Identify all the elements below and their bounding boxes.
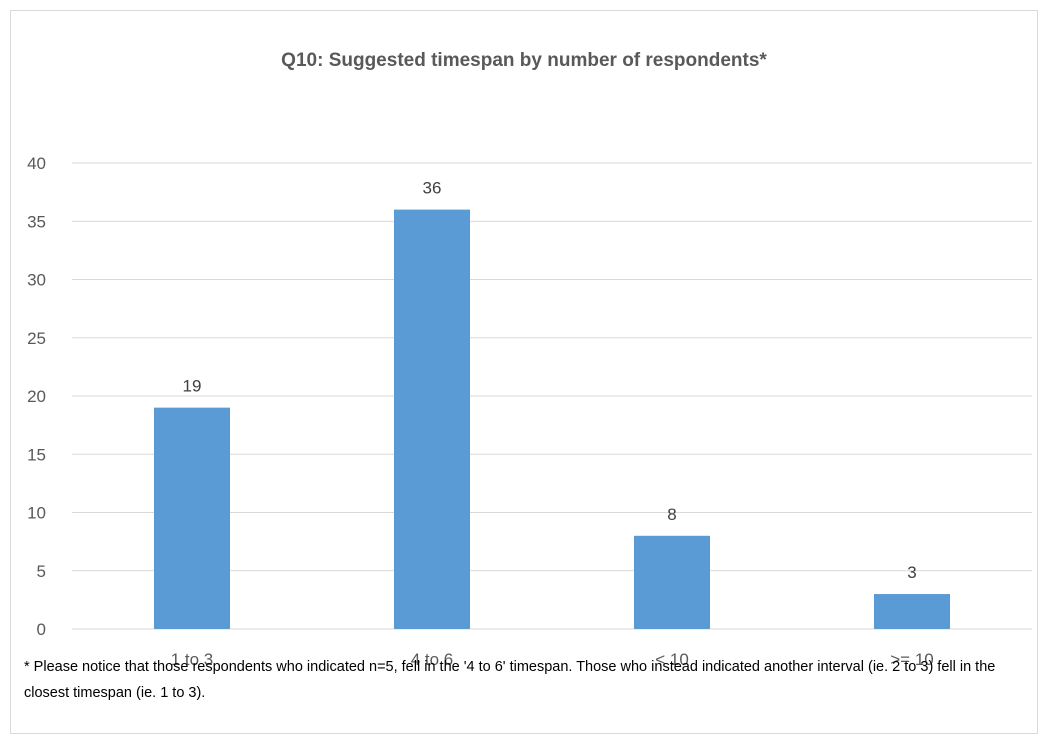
bars [154,209,950,629]
x-tick-label: 1 to 3 [171,650,214,669]
data-labels: 19 36 8 3 [183,179,917,582]
bar [394,209,470,629]
y-tick-label: 40 [27,154,46,173]
bar [634,535,710,629]
data-label: 3 [907,563,916,582]
data-label: 8 [667,505,676,524]
x-tick-label: < 10 [655,650,689,669]
y-tick-label: 20 [27,387,46,406]
bar [874,594,950,629]
y-tick-label: 15 [27,445,46,464]
y-tick-label: 5 [37,562,46,581]
y-tick-label: 30 [27,271,46,290]
chart-title: Q10: Suggested timespan by number of res… [281,50,767,71]
y-tick-label: 10 [27,504,46,523]
x-tick-label: 4 to 6 [411,650,454,669]
data-label: 19 [183,377,202,396]
y-tick-label: 25 [27,329,46,348]
x-tick-label: >= 10 [890,650,934,669]
x-axis-labels: 1 to 3 4 to 6 < 10 >= 10 [171,650,934,669]
bar [154,407,230,629]
chart-footnote: * Please notice that those respondents w… [24,659,996,701]
y-tick-label: 35 [27,212,46,231]
data-label: 36 [423,179,442,198]
y-axis-ticks: 0 5 10 15 20 25 30 35 40 [27,154,46,639]
y-tick-label: 0 [37,620,46,639]
gridlines [72,162,1032,630]
